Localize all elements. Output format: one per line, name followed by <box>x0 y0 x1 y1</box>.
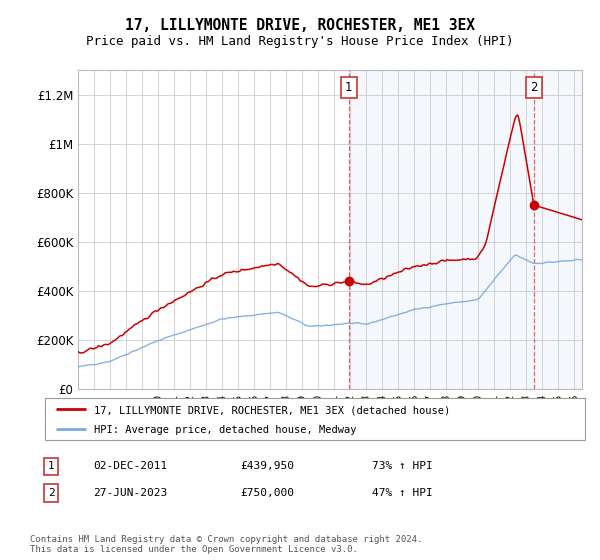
Text: 73% ↑ HPI: 73% ↑ HPI <box>372 461 433 472</box>
Text: 2: 2 <box>530 81 538 94</box>
Text: 02-DEC-2011: 02-DEC-2011 <box>93 461 167 472</box>
Text: 1: 1 <box>345 81 352 94</box>
Text: 47% ↑ HPI: 47% ↑ HPI <box>372 488 433 498</box>
Text: £750,000: £750,000 <box>240 488 294 498</box>
Text: 17, LILLYMONTE DRIVE, ROCHESTER, ME1 3EX: 17, LILLYMONTE DRIVE, ROCHESTER, ME1 3EX <box>125 18 475 32</box>
Text: 2: 2 <box>47 488 55 498</box>
Text: 27-JUN-2023: 27-JUN-2023 <box>93 488 167 498</box>
Text: HPI: Average price, detached house, Medway: HPI: Average price, detached house, Medw… <box>94 425 356 435</box>
Text: 1: 1 <box>47 461 55 472</box>
Text: £439,950: £439,950 <box>240 461 294 472</box>
Text: Price paid vs. HM Land Registry's House Price Index (HPI): Price paid vs. HM Land Registry's House … <box>86 35 514 49</box>
Text: Contains HM Land Registry data © Crown copyright and database right 2024.
This d: Contains HM Land Registry data © Crown c… <box>30 535 422 554</box>
Bar <box>349 70 582 389</box>
Text: 17, LILLYMONTE DRIVE, ROCHESTER, ME1 3EX (detached house): 17, LILLYMONTE DRIVE, ROCHESTER, ME1 3EX… <box>94 405 450 415</box>
